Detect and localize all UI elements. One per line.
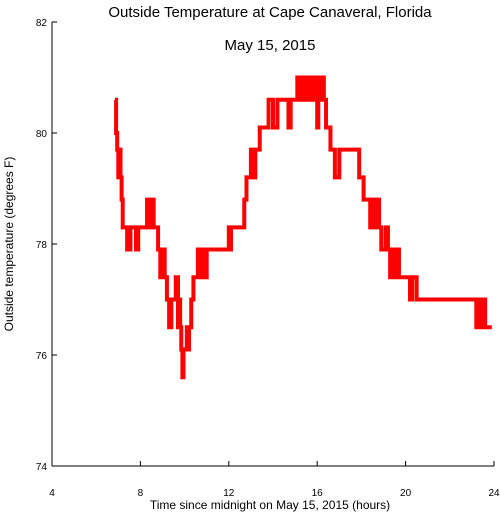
x-tick-label: 20 (400, 488, 412, 499)
x-axis-ticks: 4 8 12 16 20 24 (49, 461, 500, 499)
y-tick-label: 82 (36, 18, 48, 29)
x-tick-label: 8 (138, 488, 144, 499)
x-tick-label: 24 (488, 488, 500, 499)
y-axis-ticks: 74 76 78 80 82 (36, 18, 57, 473)
chart-subtitle: May 15, 2015 (225, 37, 316, 54)
y-axis-label: Outside temperature (degrees F) (2, 157, 16, 332)
y-tick-label: 78 (36, 240, 48, 251)
x-tick-label: 4 (49, 488, 55, 499)
x-axis-label: Time since midnight on May 15, 2015 (hou… (150, 498, 390, 512)
x-tick-label: 16 (312, 488, 324, 499)
x-tick-label: 12 (223, 488, 235, 499)
y-tick-label: 80 (36, 129, 48, 140)
y-tick-label: 74 (36, 462, 48, 473)
chart-title: Outside Temperature at Cape Canaveral, F… (108, 4, 432, 21)
temperature-series-line (114, 75, 492, 380)
y-tick-label: 76 (36, 351, 48, 362)
